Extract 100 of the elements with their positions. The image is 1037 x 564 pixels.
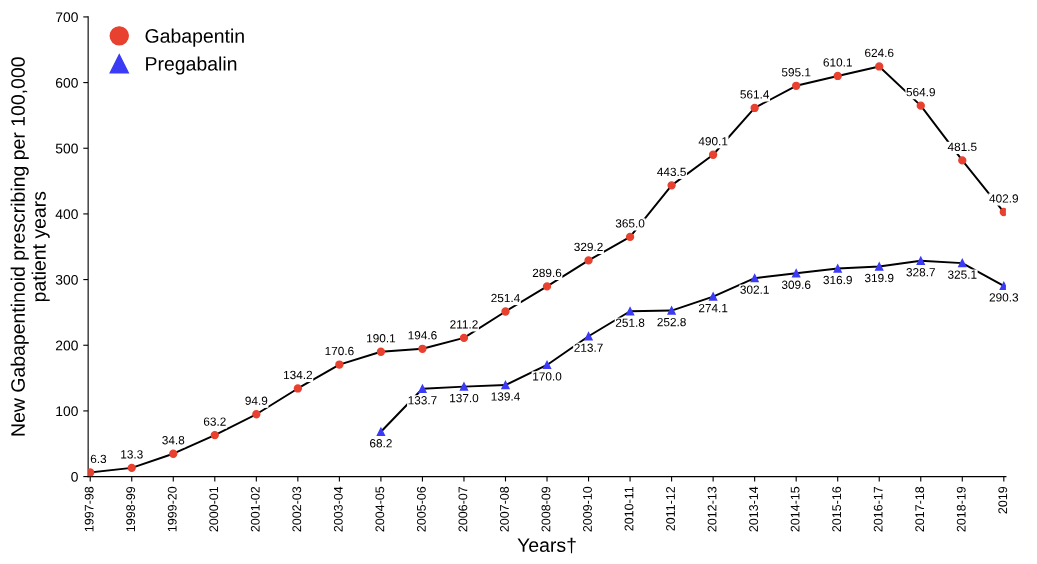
data-label: 63.2 — [203, 417, 226, 426]
point — [584, 256, 593, 265]
point — [252, 410, 261, 419]
data-label: 211.2 — [450, 320, 478, 329]
legend-label: Gabapentin — [145, 28, 244, 47]
legend-label: Pregabalin — [146, 56, 237, 75]
y-tick-label: 400 — [55, 209, 78, 220]
data-label: 133.7 — [408, 396, 437, 405]
point — [750, 103, 759, 113]
data-label: 68.2 — [370, 439, 392, 448]
point — [667, 181, 676, 190]
data-label: 564.9 — [906, 87, 935, 97]
point — [792, 81, 801, 90]
x-tick-label: 2005-06 — [416, 486, 426, 532]
data-label: 13.3 — [121, 450, 143, 459]
x-tick-label: 2007-08 — [499, 486, 509, 532]
point — [293, 384, 303, 393]
y-axis-title: New Gabapentinoid prescribing per 100,000 patient years — [10, 57, 50, 436]
y-tick-label: 500 — [55, 143, 78, 154]
point — [542, 360, 552, 370]
point — [958, 156, 967, 165]
point — [667, 306, 676, 315]
data-label: 490.1 — [698, 137, 728, 146]
data-label: 34.8 — [162, 436, 185, 445]
data-label: 289.6 — [532, 268, 562, 278]
point — [916, 256, 925, 265]
data-label: 624.6 — [865, 48, 894, 58]
point — [958, 258, 967, 268]
data-label: 134.2 — [283, 370, 313, 380]
x-tick-label: 2015-16 — [832, 486, 842, 532]
point — [708, 150, 718, 159]
data-label: 595.1 — [781, 68, 811, 77]
point — [418, 384, 427, 393]
point — [708, 292, 718, 301]
point — [916, 101, 925, 110]
point — [833, 264, 842, 273]
point — [501, 307, 510, 316]
x-tick-label: 2010-11 — [624, 486, 634, 531]
x-tick-label: 2009-10 — [583, 486, 592, 532]
data-label: 251.4 — [491, 293, 520, 303]
point — [625, 232, 635, 242]
point — [625, 307, 635, 316]
point — [459, 333, 469, 343]
x-tick-label: 2017-18 — [915, 486, 925, 532]
x-tick-label: 2018-19 — [956, 486, 966, 532]
point — [584, 332, 593, 341]
point — [418, 344, 427, 353]
data-label: 328.7 — [906, 268, 935, 277]
point — [127, 463, 136, 473]
point — [999, 281, 1006, 291]
data-label: 274.1 — [698, 303, 728, 313]
data-label: 137.0 — [450, 393, 479, 403]
point — [210, 430, 219, 440]
point — [376, 427, 386, 436]
x-tick-label: 2013-14 — [749, 486, 759, 532]
x-tick-label: 1999-20 — [167, 486, 177, 532]
x-tick-label: 2001-02 — [250, 486, 260, 532]
data-label: 194.6 — [408, 331, 437, 340]
data-label: 443.5 — [657, 167, 686, 177]
data-label: 316.9 — [823, 275, 852, 285]
point — [542, 282, 552, 291]
data-label: 6.3 — [90, 454, 107, 464]
point — [169, 449, 178, 458]
data-label: 329.2 — [574, 242, 603, 252]
x-tick-label: 2008-09 — [541, 486, 551, 532]
data-label: 213.7 — [574, 343, 603, 352]
data-label: 94.9 — [245, 396, 268, 405]
x-tick-label: 2011-12 — [666, 486, 675, 531]
data-label: 481.5 — [947, 142, 977, 152]
data-label: 319.9 — [864, 273, 894, 283]
x-tick-label: 2014-15 — [790, 486, 800, 532]
point — [335, 360, 344, 369]
data-label: 170.6 — [325, 346, 354, 356]
point — [501, 380, 510, 390]
y-tick-label: 300 — [55, 274, 78, 285]
data-label: 561.4 — [740, 90, 770, 99]
data-label: 365.0 — [615, 219, 645, 228]
data-label: 251.8 — [615, 318, 645, 327]
x-tick-label: 2012-13 — [707, 486, 717, 532]
data-label: 170.0 — [533, 372, 562, 381]
y-tick-label: 100 — [56, 406, 78, 417]
x-tick-label: 1998-99 — [126, 486, 136, 532]
x-tick-label: 2000-01 — [209, 486, 219, 532]
x-tick-label: 2019 — [998, 486, 1008, 514]
data-label: 302.1 — [740, 285, 769, 294]
x-tick-label: 2004-05 — [375, 486, 385, 532]
data-label: 325.1 — [947, 270, 977, 279]
y-tick-label: 700 — [55, 12, 78, 23]
data-label: 402.9 — [989, 194, 1019, 203]
x-tick-label: 2002-03 — [292, 486, 302, 532]
x-axis-title: Years† — [517, 537, 576, 554]
x-tick-label: 2006-07 — [458, 486, 468, 532]
data-label: 190.1 — [367, 334, 396, 343]
data-label: 252.8 — [657, 317, 686, 327]
y-tick-label: 200 — [55, 340, 78, 351]
point — [750, 274, 759, 283]
data-label: 290.3 — [989, 293, 1019, 302]
point — [875, 62, 884, 71]
x-tick-label: 2003-04 — [333, 486, 343, 532]
point — [376, 347, 386, 356]
